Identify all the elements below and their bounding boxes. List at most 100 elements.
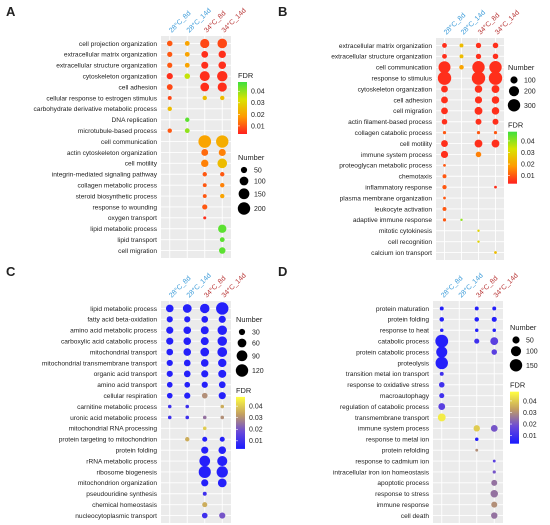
- dot-point: [219, 247, 226, 254]
- fdr-colorbar: [508, 131, 517, 184]
- term-label: inflammatory response: [365, 184, 432, 191]
- term-label: mitotic cytokinesis: [379, 228, 433, 235]
- dot-point: [442, 185, 447, 190]
- plot-background: [433, 301, 503, 523]
- dot-point: [475, 42, 482, 49]
- dot-point: [435, 334, 449, 348]
- dot-point: [166, 40, 173, 47]
- dot-point: [200, 326, 209, 335]
- dot-point: [199, 71, 210, 82]
- dot-point: [202, 415, 207, 420]
- dot-point: [437, 71, 452, 85]
- dot-point: [474, 96, 483, 104]
- dot-point: [166, 326, 174, 334]
- dot-point: [219, 436, 225, 442]
- dot-point: [441, 107, 448, 115]
- dot-point: [202, 491, 207, 496]
- size-legend-title: Number: [236, 315, 263, 324]
- size-legend-tick: 200: [254, 206, 266, 213]
- dot-point: [490, 424, 498, 432]
- term-label: lipid transport: [117, 237, 157, 244]
- size-legend-dot: [238, 188, 250, 200]
- dot-point: [185, 404, 190, 409]
- size-legend-tick: 50: [254, 168, 262, 175]
- dot-point: [218, 50, 226, 59]
- term-label: calcium ion transport: [371, 250, 432, 257]
- term-label: collagen catabolic process: [355, 130, 433, 137]
- dot-point: [443, 196, 446, 200]
- size-legend-dot: [236, 350, 248, 362]
- dot-point: [185, 117, 190, 122]
- dot-point: [220, 172, 225, 177]
- dot-point: [490, 337, 499, 346]
- term-label: apoptotic process: [377, 480, 429, 487]
- term-label: catabolic process: [378, 338, 430, 345]
- panel-letter-a: A: [6, 4, 16, 19]
- dot-point: [436, 346, 448, 358]
- dot-point: [218, 446, 227, 454]
- dot-point: [439, 393, 445, 399]
- fdr-legend-title: FDR: [238, 71, 253, 80]
- term-label: adaptive immune response: [353, 217, 433, 224]
- dot-point: [218, 224, 227, 233]
- size-legend-title: Number: [238, 153, 265, 162]
- term-label: cell motility: [125, 161, 158, 168]
- dot-point: [200, 38, 210, 49]
- term-label: extracellular matrix organization: [339, 43, 432, 50]
- dot-point: [474, 106, 483, 115]
- term-label: immune system process: [358, 426, 430, 433]
- dot-point: [459, 43, 464, 48]
- panel-a: cell projection organization extracellula…: [33, 7, 266, 258]
- term-label: immune system process: [361, 152, 433, 159]
- term-label: nucleocytoplasmic transport: [75, 513, 157, 520]
- term-label: lipid metabolic process: [90, 226, 157, 233]
- dot-point: [492, 459, 496, 463]
- dot-point: [198, 135, 212, 148]
- term-label: response to cadmium ion: [355, 458, 429, 465]
- term-label: protein folding: [388, 317, 430, 324]
- dot-point: [217, 325, 227, 335]
- size-legend-tick: 300: [524, 103, 536, 110]
- dot-point: [220, 95, 225, 101]
- term-label: pseudouridine synthesis: [86, 491, 157, 498]
- term-label: plasma membrane organization: [340, 195, 433, 202]
- dot-point: [167, 106, 172, 112]
- term-label: carbohydrate derivative metabolic proces…: [33, 106, 157, 113]
- dot-point: [491, 107, 500, 115]
- dot-point: [198, 465, 211, 479]
- panel-c: lipid metabolic process fatty acid beta-o…: [42, 272, 264, 523]
- size-legend-tick: 100: [526, 349, 538, 356]
- fdr-legend-tick: 0.02: [523, 421, 537, 428]
- size-legend-dot: [240, 166, 248, 174]
- size-legend-tick: 50: [526, 338, 534, 345]
- term-label: organic acid transport: [94, 371, 158, 378]
- dot-point: [441, 140, 448, 147]
- term-label: cell projection organization: [79, 41, 157, 48]
- dot-point: [184, 381, 191, 388]
- fdr-legend-tick: 0.01: [521, 173, 535, 180]
- dot-point: [183, 370, 191, 378]
- dot-point: [474, 338, 480, 344]
- term-label: protein maturation: [376, 306, 429, 313]
- size-legend-dot: [510, 76, 518, 84]
- dot-point: [184, 51, 190, 57]
- size-legend-dot: [512, 336, 520, 344]
- dot-point: [220, 193, 225, 199]
- size-legend-tick: 100: [254, 179, 266, 186]
- dot-point: [491, 139, 500, 148]
- size-legend-tick: 150: [526, 363, 538, 370]
- dot-point: [474, 306, 479, 311]
- dot-point: [201, 50, 209, 58]
- column-label: 34°C_14d: [220, 272, 248, 300]
- dot-point: [439, 317, 445, 322]
- term-label: lipid metabolic process: [90, 306, 157, 313]
- dot-point: [201, 446, 209, 454]
- dot-point: [216, 135, 229, 148]
- term-label: cytoskeleton organization: [358, 86, 433, 93]
- dot-point: [438, 381, 445, 388]
- panel-d: protein maturation protein folding respons…: [333, 272, 538, 523]
- dot-point: [200, 359, 209, 367]
- dot-point: [217, 478, 227, 488]
- term-label: steroid biosynthetic process: [76, 193, 158, 200]
- term-label: response to heat: [380, 328, 429, 335]
